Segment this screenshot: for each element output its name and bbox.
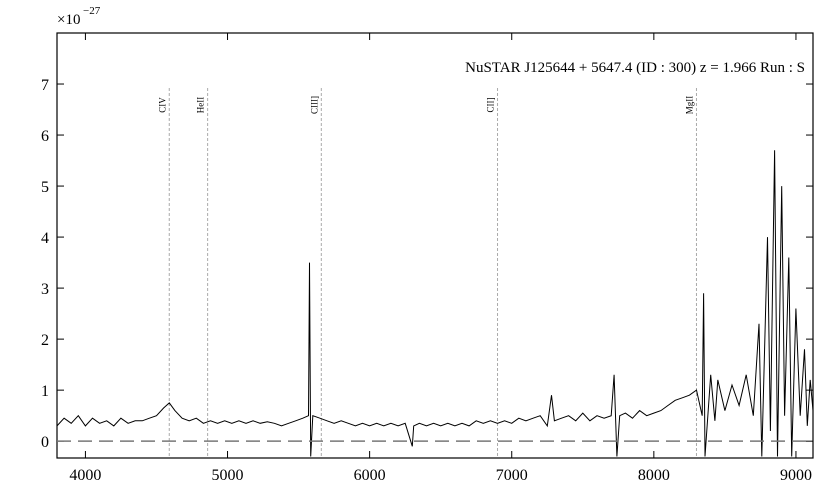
y-tick-label: 0	[41, 434, 49, 451]
scale-label: ×10	[57, 12, 80, 28]
y-tick-label: 5	[41, 179, 49, 196]
y-tick-label: 7	[41, 77, 49, 94]
y-tick-label: 4	[41, 230, 49, 247]
x-tick-label: 7000	[496, 467, 528, 484]
x-tick-label: 9000	[780, 467, 812, 484]
scale-exponent: −27	[83, 5, 101, 17]
x-tick-label: 4000	[69, 467, 101, 484]
x-tick-label: 6000	[354, 467, 386, 484]
spectrum	[56, 150, 814, 457]
x-tick-label: 8000	[638, 467, 670, 484]
y-tick-label: 3	[41, 281, 49, 298]
x-tick-label: 5000	[212, 467, 244, 484]
emission-line-label: CII]	[486, 98, 496, 113]
emission-line-label: HeII	[196, 97, 206, 114]
emission-line-label: MgII	[684, 96, 694, 115]
emission-line-label: CIV	[157, 97, 167, 113]
y-tick-label: 2	[41, 332, 49, 349]
y-tick-label: 1	[41, 383, 49, 400]
chart-title: NuSTAR J125644 + 5647.4 (ID : 300) z = 1…	[465, 60, 805, 76]
plot-frame	[56, 32, 814, 459]
y-tick-label: 6	[41, 128, 49, 145]
emission-line-label: CIII]	[309, 96, 319, 114]
